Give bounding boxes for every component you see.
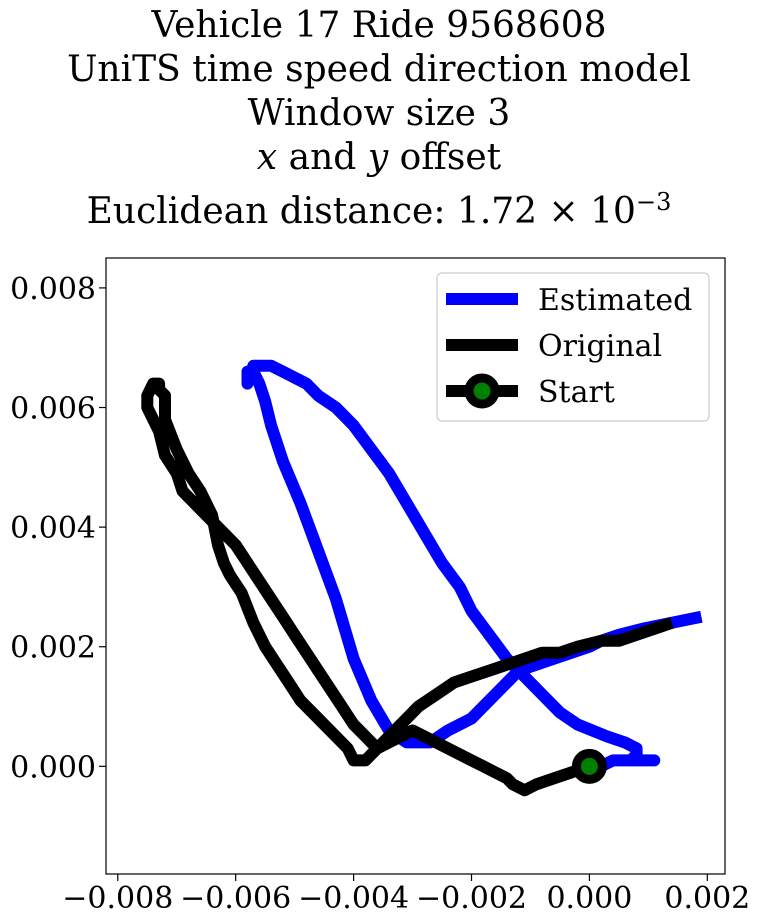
y-tick-label: 0.000 xyxy=(10,750,96,785)
x-tick-label: −0.002 xyxy=(416,881,527,916)
title-y-var: y xyxy=(367,137,389,178)
x-tick-label: 0.000 xyxy=(546,881,632,916)
legend-box xyxy=(436,272,710,422)
y-tick-label: 0.008 xyxy=(10,272,96,307)
legend-label-start: Start xyxy=(538,375,615,410)
plot-frame xyxy=(105,257,726,875)
title-distance-exponent: −3 xyxy=(635,188,672,216)
series-line-original xyxy=(141,377,674,797)
title-distance-mantissa: 1.72 xyxy=(456,191,538,232)
legend-start-marker xyxy=(464,373,500,409)
x-tick-label: −0.004 xyxy=(298,881,409,916)
title-offset-word: offset xyxy=(399,137,502,178)
title-line-4: x and y offset xyxy=(0,136,758,180)
x-tick-label: 0.002 xyxy=(664,881,750,916)
y-tick-label: 0.006 xyxy=(10,392,96,427)
axes-layer: −0.008 −0.006 −0.004 −0.002 0.000 0.002 0.000 0… xyxy=(10,272,750,916)
series-line-estimated xyxy=(241,359,703,773)
title-line-1: Vehicle 17 Ride 9568608 xyxy=(151,5,607,46)
y-tick-label: 0.004 xyxy=(10,511,96,546)
title-and-word: and xyxy=(288,137,357,178)
title-x-var: x xyxy=(256,137,278,178)
title-line-3: Window size 3 xyxy=(247,93,511,134)
title-distance-base: 10 xyxy=(590,191,636,232)
start-marker xyxy=(571,748,607,784)
title-distance-prefix: Euclidean distance: xyxy=(86,191,457,232)
y-tick-label: 0.002 xyxy=(10,631,96,666)
title-line-5: Euclidean distance: 1.72 × 10−3 xyxy=(0,180,758,234)
title-distance-times: × xyxy=(548,191,579,232)
series-layer xyxy=(141,359,703,797)
legend-label-estimated: Estimated xyxy=(538,283,692,318)
title-line-2: UniTS time speed direction model xyxy=(67,49,691,90)
legend: Estimated Original Start xyxy=(436,272,710,422)
x-tick-label: −0.008 xyxy=(62,881,173,916)
legend-label-original: Original xyxy=(538,329,662,364)
chart-title: Vehicle 17 Ride 9568608 UniTS time speed… xyxy=(0,4,758,234)
x-tick-label: −0.006 xyxy=(180,881,291,916)
